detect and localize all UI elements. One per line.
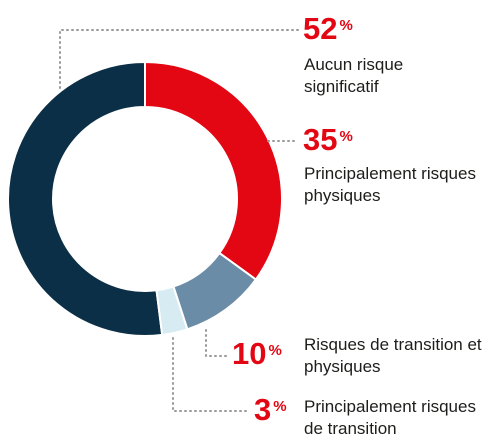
- leader-line: [172, 337, 251, 412]
- leader-line: [205, 329, 229, 357]
- value-unit: %: [339, 17, 353, 34]
- donut-slice: [144, 60, 283, 281]
- category-label: Principalement risques physiques: [304, 164, 476, 205]
- value-number: 10: [232, 336, 267, 371]
- value-unit: %: [339, 128, 353, 145]
- value-number: 3: [254, 392, 272, 427]
- value-label: 52%: [303, 13, 353, 45]
- leader-line: [59, 29, 299, 89]
- category-label: Principalement risques de transition: [304, 397, 476, 438]
- value-unit: %: [268, 342, 282, 359]
- value-label: 10%: [232, 338, 282, 370]
- donut-slice: [7, 60, 164, 337]
- value-label: 3%: [254, 394, 287, 426]
- value-unit: %: [273, 398, 287, 415]
- value-number: 52: [303, 11, 338, 46]
- category-label: Aucun risque significatif: [304, 55, 404, 96]
- donut-slice: [155, 285, 189, 337]
- value-label: 35%: [303, 124, 353, 156]
- value-number: 35: [303, 122, 338, 157]
- category-label: Risques de transition et physiques: [304, 335, 482, 376]
